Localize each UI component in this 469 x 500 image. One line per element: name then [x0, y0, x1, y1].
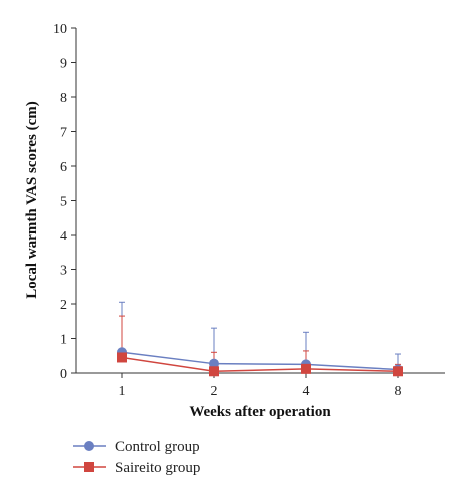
y-tick-label: 0 — [60, 367, 67, 382]
plot-area: 0 1 2 3 4 5 6 7 8 9 10 1 2 4 8 — [53, 22, 445, 399]
error-bars — [119, 301, 401, 372]
series-lines — [121, 351, 399, 373]
x-axis-ticks: 1 2 4 8 — [119, 373, 402, 399]
y-tick-label: 9 — [60, 57, 67, 72]
y-tick-label: 8 — [60, 91, 67, 106]
y-tick-label: 2 — [60, 298, 67, 313]
x-tick-label: 2 — [211, 384, 218, 399]
saireito-group-point — [209, 366, 219, 377]
y-tick-label: 5 — [60, 195, 67, 210]
y-tick-label: 4 — [60, 229, 67, 244]
saireito-group-point — [393, 366, 403, 377]
legend-item-control-group: Control group — [73, 439, 200, 455]
control-group-point — [209, 358, 219, 369]
y-tick-label: 7 — [60, 126, 67, 141]
control-group-line — [121, 351, 399, 371]
saireito-group-point — [301, 363, 311, 374]
legend-swatch-control-marker — [84, 441, 94, 451]
x-tick-label: 4 — [303, 384, 310, 399]
x-axis-title: Weeks after operation — [189, 404, 331, 420]
legend-label-control-group: Control group — [115, 439, 200, 455]
y-tick-label: 1 — [60, 333, 67, 348]
x-tick-label: 1 — [119, 384, 126, 399]
y-tick-label: 3 — [60, 264, 67, 279]
y-axis-title: Local warmth VAS scores (cm) — [24, 101, 40, 298]
saireito-group-line — [121, 356, 399, 373]
y-axis-ticks: 0 1 2 3 4 5 6 7 8 9 10 — [53, 22, 76, 382]
legend-swatch-saireito-marker — [84, 462, 94, 472]
legend: Control group Saireito group — [73, 439, 200, 476]
y-tick-label: 6 — [60, 160, 67, 175]
series-markers — [117, 347, 403, 377]
legend-item-saireito-group: Saireito group — [73, 460, 200, 476]
saireito-group-point — [117, 352, 127, 363]
legend-label-saireito-group: Saireito group — [115, 460, 200, 476]
y-tick-label: 10 — [53, 22, 67, 37]
x-tick-label: 8 — [395, 384, 402, 399]
